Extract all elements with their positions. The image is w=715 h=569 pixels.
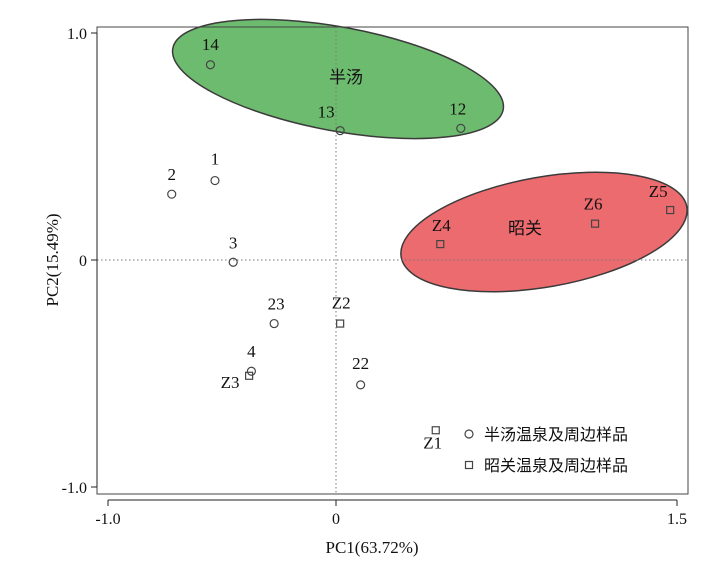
point-marker-z4 — [436, 240, 445, 249]
point-marker-12 — [456, 123, 466, 133]
legend-label-zhaoguan: 昭关温泉及周边样品 — [484, 456, 628, 475]
legend-circle-marker — [464, 429, 474, 439]
point-marker-4 — [246, 366, 256, 376]
point-marker-z6 — [590, 219, 600, 228]
point-marker-z3 — [245, 371, 254, 380]
point-label-1: 1 — [211, 150, 220, 169]
group-label-bantang: 半汤 — [329, 68, 363, 88]
point-marker-23 — [269, 318, 279, 329]
point-label-z4: Z4 — [432, 216, 451, 235]
ellipse-group-bantang — [171, 18, 505, 140]
point-marker-z1 — [431, 426, 440, 435]
point-marker-1 — [210, 175, 220, 186]
point-label-13: 13 — [318, 103, 335, 122]
y-axis: 1.0 0 -1.0 — [62, 26, 98, 497]
point-marker-z5 — [666, 205, 675, 215]
point-label-22: 22 — [352, 354, 369, 373]
point-label-3: 3 — [229, 233, 238, 252]
x-tick-label: 1.5 — [667, 511, 687, 528]
legend-square-marker — [464, 460, 474, 470]
point-label-z6: Z6 — [584, 195, 603, 214]
point-label-z1: Z1 — [423, 433, 442, 452]
y-tick-label: 1.0 — [67, 26, 87, 43]
point-label-23: 23 — [268, 295, 285, 314]
point-label-14: 14 — [202, 35, 220, 54]
point-marker-z2 — [336, 319, 345, 328]
y-axis-title: PC2(15.49%) — [43, 213, 62, 306]
y-tick-label: 0 — [79, 253, 87, 270]
ellipse-group-zhaoguan — [400, 171, 688, 293]
x-axis: -1.0 0 1.5 — [95, 499, 687, 528]
point-marker-3 — [228, 257, 238, 267]
point-marker-13 — [335, 126, 345, 136]
x-tick-label: 0 — [332, 511, 340, 528]
x-tick-label: -1.0 — [95, 511, 120, 528]
y-tick-label: -1.0 — [62, 480, 87, 497]
point-marker-22 — [356, 380, 366, 390]
point-marker-14 — [205, 60, 216, 70]
legend-label-bantang: 半汤温泉及周边样品 — [484, 425, 628, 444]
x-axis-title: PC1(63.72%) — [325, 538, 418, 557]
point-label-z3: Z3 — [221, 373, 240, 392]
point-label-12: 12 — [449, 99, 466, 118]
legend: 半汤温泉及周边样品 昭关温泉及周边样品 — [464, 425, 628, 475]
point-label-z2: Z2 — [332, 294, 351, 313]
point-label-z5: Z5 — [649, 182, 668, 201]
point-marker-2 — [167, 189, 177, 199]
point-label-2: 2 — [167, 165, 176, 184]
group-ellipses: 半汤 昭关 — [171, 18, 688, 293]
point-label-4: 4 — [247, 342, 256, 361]
group-label-zhaoguan: 昭关 — [508, 219, 542, 239]
